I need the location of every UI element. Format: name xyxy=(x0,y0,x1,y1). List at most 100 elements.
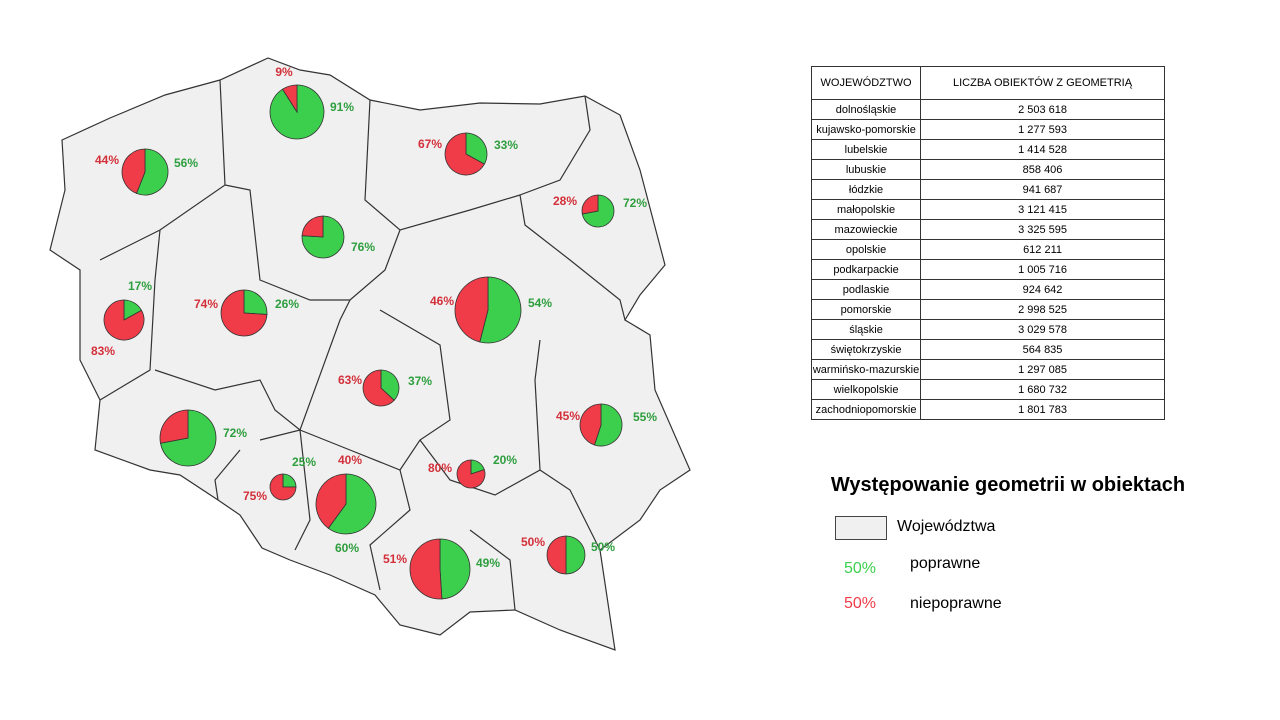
region-border xyxy=(539,469,601,551)
legend-sample: 50% xyxy=(844,560,877,577)
pie-label: 40% xyxy=(338,453,362,467)
map: 56% 44% 91% 9% 33% 67% 72% 28% 76% 17% 83% 26% 74% 54… xyxy=(49,57,691,651)
table-cell: 1 005 716 xyxy=(920,259,1165,280)
pie-slice xyxy=(456,459,486,489)
pie-label: 49% xyxy=(476,556,500,570)
table-row: łódzkie 941 687 xyxy=(810,179,1165,200)
pie-label: 67% xyxy=(418,137,442,151)
pie-slice xyxy=(439,538,471,600)
table-cell: 1 414 528 xyxy=(920,139,1165,160)
region-border xyxy=(519,95,626,321)
table-cell: 1 680 732 xyxy=(920,379,1165,400)
region-border xyxy=(224,184,401,301)
legend-title: Występowanie geometrii w obiektach xyxy=(830,474,1186,496)
table-cell: 1 277 593 xyxy=(920,119,1165,140)
pie-label: 33% xyxy=(494,138,518,152)
pie-label: 20% xyxy=(493,453,517,467)
table-cell: 1 801 783 xyxy=(920,399,1165,420)
table-cell: 2 503 618 xyxy=(920,99,1165,120)
pie-label: 37% xyxy=(408,374,432,388)
pie-label: 63% xyxy=(338,373,362,387)
region-border xyxy=(369,469,411,591)
pie-label: 46% xyxy=(430,294,454,308)
table-cell: lubelskie xyxy=(810,139,922,160)
region-border xyxy=(259,429,311,551)
pie-label: 51% xyxy=(383,552,407,566)
table-row: podkarpackie 1 005 716 xyxy=(810,259,1165,280)
pie-label: 28% xyxy=(553,194,577,208)
map-borders xyxy=(49,57,691,651)
table-row: lubelskie 1 414 528 xyxy=(810,139,1165,160)
pie-slice xyxy=(565,535,586,575)
table-row: małopolskie 3 121 415 xyxy=(810,199,1165,220)
table-header: WOJEWÓDZTWO LICZBA OBIEKTÓW Z GEOMETRIĄ xyxy=(810,66,1165,100)
pie-label: 9% xyxy=(275,65,293,79)
pie-slice xyxy=(444,132,485,176)
table-row: zachodniopomorskie 1 801 783 xyxy=(810,399,1165,420)
table-row: podlaskie 924 642 xyxy=(810,279,1165,300)
table-cell: wielkopolskie xyxy=(810,379,922,400)
table-cell: świętokrzyskie xyxy=(810,339,922,360)
pie-slice xyxy=(136,148,169,196)
pie-label: 54% xyxy=(528,296,552,310)
table-row: świętokrzyskie 564 835 xyxy=(810,339,1165,360)
table-body: dolnośląskie 2 503 618 kujawsko-pomorskie 1… xyxy=(810,99,1165,420)
pie-slice xyxy=(454,276,489,343)
table-cell: 858 406 xyxy=(920,159,1165,180)
pie-slice xyxy=(409,538,443,600)
pie-slice xyxy=(301,215,324,238)
table-cell: łódzkie xyxy=(810,179,922,200)
table-cell: mazowieckie xyxy=(810,219,922,240)
region-border xyxy=(419,339,541,496)
pie-slice xyxy=(243,289,268,315)
data-table: WOJEWÓDZTWO LICZBA OBIEKTÓW Z GEOMETRIĄ … xyxy=(810,66,1165,420)
legend-label: Województwa xyxy=(897,518,996,535)
table-cell: podkarpackie xyxy=(810,259,922,280)
region-border xyxy=(469,529,516,611)
table-cell: śląskie xyxy=(810,319,922,340)
header-cell: LICZBA OBIEKTÓW Z GEOMETRIĄ xyxy=(920,66,1165,100)
table-row: lubuskie 858 406 xyxy=(810,159,1165,180)
pie-label: 26% xyxy=(275,297,299,311)
table-row: kujawsko-pomorskie 1 277 593 xyxy=(810,119,1165,140)
table-cell: podlaskie xyxy=(810,279,922,300)
pie-slice xyxy=(380,369,400,401)
pie-slice xyxy=(579,403,602,446)
pie-label: 50% xyxy=(521,535,545,549)
table-cell: 3 029 578 xyxy=(920,319,1165,340)
pie-slice xyxy=(121,148,146,194)
pie-slice xyxy=(315,473,347,529)
legend-swatch xyxy=(835,516,887,540)
pie-label: 44% xyxy=(95,153,119,167)
table-cell: 941 687 xyxy=(920,179,1165,200)
table-row: mazowieckie 3 325 595 xyxy=(810,219,1165,240)
pie-slice xyxy=(159,409,189,444)
table-cell: 3 325 595 xyxy=(920,219,1165,240)
table-cell: kujawsko-pomorskie xyxy=(810,119,922,140)
region-border xyxy=(99,229,161,401)
table-cell: zachodniopomorskie xyxy=(810,399,922,420)
table-cell: warmińsko-mazurskie xyxy=(810,359,922,380)
pie-slice xyxy=(103,299,145,341)
pie-slice xyxy=(220,289,268,337)
pie-label: 72% xyxy=(223,426,247,440)
table-row: warmińsko-mazurskie 1 297 085 xyxy=(810,359,1165,380)
pie-slice xyxy=(269,473,297,501)
table-cell: 3 121 415 xyxy=(920,199,1165,220)
table-cell: 564 835 xyxy=(920,339,1165,360)
pie-label: 25% xyxy=(292,455,316,469)
pie-layer: 56% 44% 91% 9% 33% 67% 72% 28% 76% 17% 83% 26% 74% 54… xyxy=(91,65,657,600)
pie-label: 45% xyxy=(556,409,580,423)
country-outline xyxy=(49,57,691,651)
pie-label: 55% xyxy=(633,410,657,424)
pie-label: 75% xyxy=(243,489,267,503)
pie-label: 76% xyxy=(351,240,375,254)
table-row: opolskie 612 211 xyxy=(810,239,1165,260)
table-cell: opolskie xyxy=(810,239,922,260)
table-row: śląskie 3 029 578 xyxy=(810,319,1165,340)
legend-sample: 50% xyxy=(844,595,877,612)
pie-label: 91% xyxy=(330,100,354,114)
header-cell: WOJEWÓDZTWO xyxy=(810,66,922,100)
pie-label: 72% xyxy=(623,196,647,210)
